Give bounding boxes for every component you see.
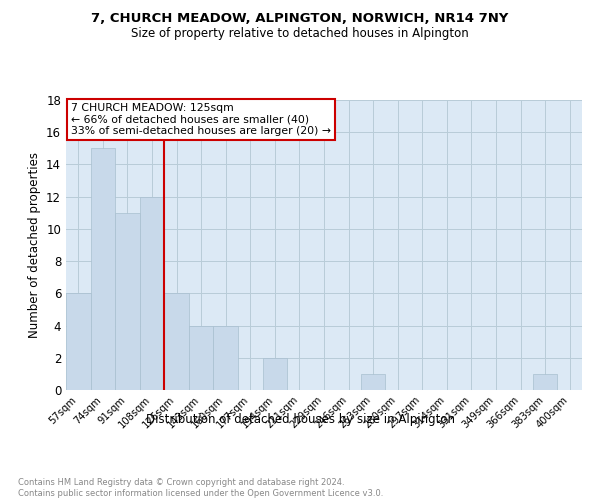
Bar [533, 374, 557, 390]
Text: Distribution of detached houses by size in Alpington: Distribution of detached houses by size … [146, 412, 455, 426]
Text: 7, CHURCH MEADOW, ALPINGTON, NORWICH, NR14 7NY: 7, CHURCH MEADOW, ALPINGTON, NORWICH, NR… [91, 12, 509, 26]
Bar [91, 148, 115, 390]
Text: 7 CHURCH MEADOW: 125sqm
← 66% of detached houses are smaller (40)
33% of semi-de: 7 CHURCH MEADOW: 125sqm ← 66% of detache… [71, 103, 331, 136]
Bar [214, 326, 238, 390]
Y-axis label: Number of detached properties: Number of detached properties [28, 152, 41, 338]
Bar [263, 358, 287, 390]
Bar [164, 294, 189, 390]
Text: Contains HM Land Registry data © Crown copyright and database right 2024.
Contai: Contains HM Land Registry data © Crown c… [18, 478, 383, 498]
Bar [140, 196, 164, 390]
Text: Size of property relative to detached houses in Alpington: Size of property relative to detached ho… [131, 28, 469, 40]
Bar [66, 294, 91, 390]
Bar [361, 374, 385, 390]
Bar [189, 326, 214, 390]
Bar [115, 213, 140, 390]
